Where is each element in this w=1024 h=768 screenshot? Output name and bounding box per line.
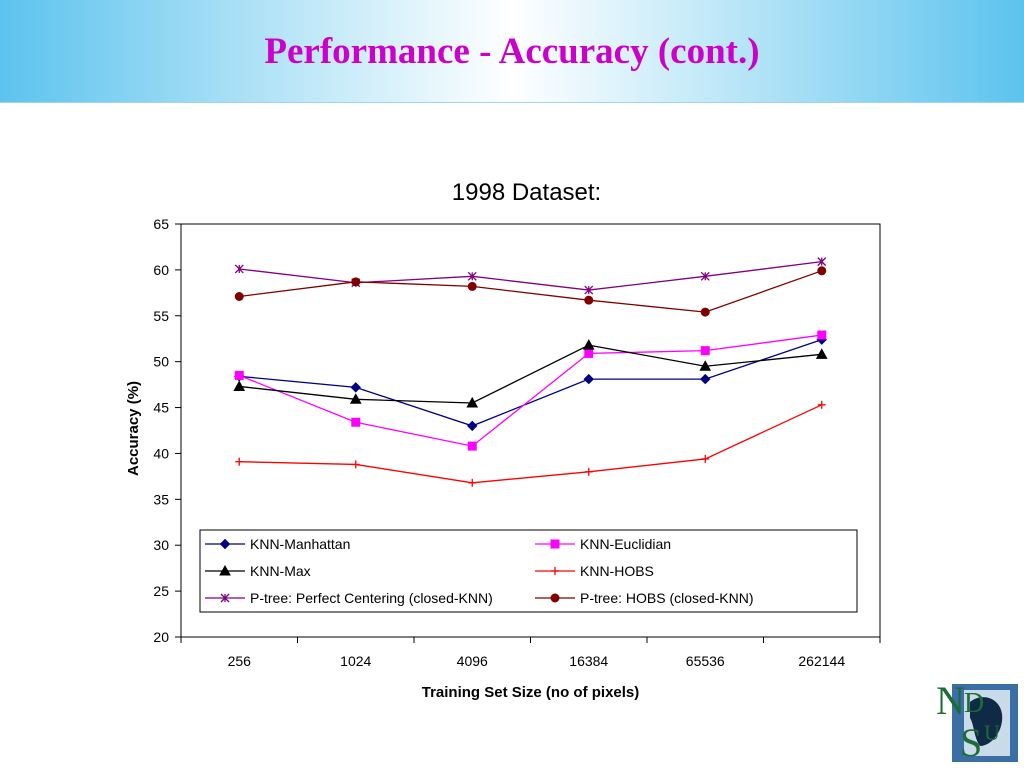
data-point — [817, 400, 826, 409]
data-point — [350, 382, 361, 393]
data-point — [235, 457, 244, 466]
series-line — [239, 334, 822, 447]
series-3 — [235, 400, 826, 487]
legend-item: KNN-Euclidian — [535, 536, 671, 552]
data-point — [351, 460, 360, 469]
data-point — [584, 348, 594, 358]
data-point — [233, 380, 246, 391]
data-point — [584, 285, 594, 295]
y-tick-label: 30 — [153, 537, 169, 553]
x-tick-label: 256 — [228, 653, 252, 669]
data-point — [701, 454, 710, 463]
legend-item: P-tree: HOBS (closed-KNN) — [535, 590, 753, 606]
data-point — [467, 420, 478, 432]
data-point — [817, 266, 827, 276]
series-line — [239, 260, 822, 291]
legend: KNN-Manhattan KNN-Euclidian KNN-Max KNN-HOB… — [199, 529, 858, 613]
data-point — [817, 257, 827, 267]
data-point — [584, 467, 593, 476]
legend-marker — [551, 567, 559, 575]
data-point — [700, 373, 711, 385]
y-tick-label: 35 — [153, 491, 169, 507]
data-point — [700, 271, 710, 281]
legend-label: KNN-Manhattan — [250, 536, 350, 552]
x-tick-label: 1024 — [340, 653, 371, 669]
y-tick-label: 45 — [153, 400, 169, 416]
series-1 — [234, 330, 827, 451]
y-tick-label: 55 — [153, 308, 169, 324]
data-point — [815, 348, 828, 359]
y-tick-label: 25 — [153, 583, 169, 599]
svg-text:N: N — [936, 678, 965, 723]
data-point — [584, 295, 594, 305]
legend-item: KNN-HOBS — [535, 563, 654, 579]
legend-label: KNN-HOBS — [580, 563, 654, 579]
legend-item: P-tree: Perfect Centering (closed-KNN) — [205, 590, 493, 606]
data-point — [351, 417, 361, 427]
data-point — [234, 264, 244, 274]
data-point — [234, 370, 244, 380]
x-axis-label: Training Set Size (no of pixels) — [422, 684, 640, 701]
title-banner — [0, 0, 1024, 103]
series-2 — [233, 339, 828, 408]
legend-marker — [550, 539, 560, 549]
y-tick-label: 60 — [153, 262, 169, 278]
series-line — [239, 344, 822, 404]
data-point — [700, 346, 710, 356]
x-tick-label: 65536 — [686, 653, 725, 669]
data-point — [583, 373, 594, 385]
data-point — [468, 478, 477, 487]
legend-label: KNN-Euclidian — [580, 536, 671, 552]
series-line — [239, 270, 822, 313]
series-line — [239, 339, 822, 427]
data-point — [351, 277, 361, 287]
data-point — [700, 307, 710, 317]
legend-marker — [219, 538, 231, 550]
data-point — [349, 393, 362, 404]
legend-item: KNN-Max — [205, 563, 311, 579]
y-tick-label: 40 — [153, 445, 169, 461]
legend-label: KNN-Max — [250, 563, 311, 579]
legend-marker — [219, 564, 231, 576]
data-point — [582, 339, 595, 350]
data-point — [467, 441, 477, 451]
data-point — [817, 330, 827, 340]
legend-marker — [550, 593, 560, 603]
y-tick-label: 65 — [153, 216, 169, 232]
data-point — [467, 281, 477, 291]
y-tick-label: 50 — [153, 354, 169, 370]
legend-box — [199, 529, 858, 613]
x-tick-label: 4096 — [457, 653, 488, 669]
data-point — [466, 396, 479, 408]
legend-label: P-tree: Perfect Centering (closed-KNN) — [250, 590, 493, 606]
legend-label: P-tree: HOBS (closed-KNN) — [580, 590, 753, 606]
data-point — [467, 271, 477, 281]
ndsu-logo-icon: N D S U — [936, 678, 1018, 764]
x-tick-label: 262144 — [798, 653, 845, 669]
svg-text:U: U — [984, 720, 1000, 745]
series-line — [239, 404, 823, 484]
x-tick-label: 16384 — [569, 653, 608, 669]
chart-title: 1998 Dataset: — [452, 179, 601, 206]
y-tick-label: 20 — [153, 629, 169, 645]
svg-text:S: S — [960, 720, 982, 764]
svg-text:D: D — [964, 688, 984, 719]
series-5 — [234, 266, 827, 317]
data-point — [699, 360, 712, 371]
legend-item: KNN-Manhattan — [205, 536, 350, 552]
legend-marker — [220, 593, 230, 603]
data-point — [234, 292, 244, 302]
y-axis-label: Accuracy (%) — [125, 381, 142, 476]
slide-title: Performance - Accuracy (cont.) — [264, 31, 760, 72]
